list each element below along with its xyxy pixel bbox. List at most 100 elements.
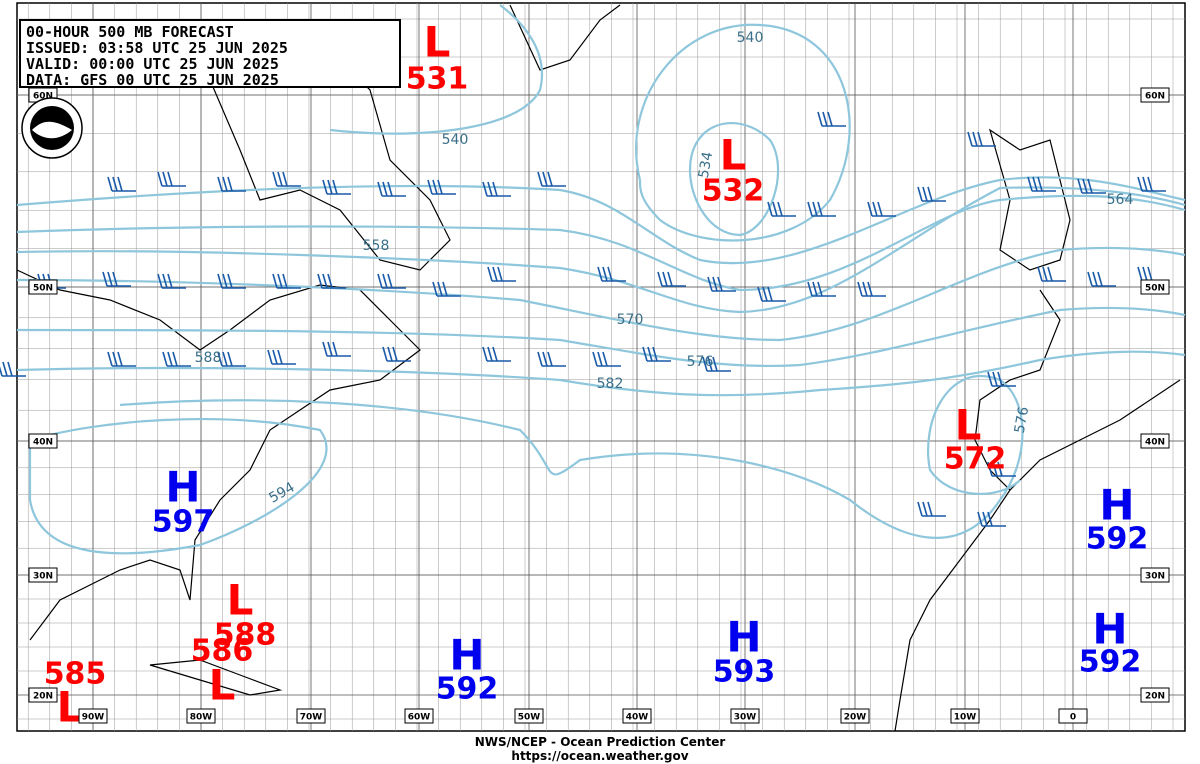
wind-barb-feather	[712, 356, 718, 372]
wind-barb-feather	[827, 111, 833, 127]
lon-label: 20W	[844, 713, 867, 723]
wind-barb-feather	[877, 201, 883, 217]
wind-barb-feather	[927, 501, 933, 517]
wind-barb-feather	[437, 179, 443, 195]
contour	[119, 374, 1024, 539]
wind-barb-feather	[1147, 176, 1153, 192]
lon-label-box	[296, 708, 326, 724]
lon-label-box	[622, 708, 652, 724]
wind-barb-feather	[817, 111, 823, 127]
wind-barb-feather	[1047, 266, 1053, 282]
contour	[16, 194, 1186, 292]
wind-barb-feather	[157, 273, 163, 289]
lon-label: 70W	[300, 713, 323, 723]
footer: NWS/NCEP - Ocean Prediction Centerhttps:…	[475, 735, 726, 763]
wind-barb-feather	[542, 171, 548, 187]
wind-barb-feather	[1142, 176, 1148, 192]
lon-label: 80W	[190, 713, 213, 723]
wind-barb-feather	[227, 351, 233, 367]
wind-barb-feather	[332, 179, 338, 195]
contour	[16, 306, 1186, 368]
center-value: 593	[713, 655, 776, 690]
lat-label-box	[28, 567, 58, 583]
wind-barb-feather	[807, 201, 813, 217]
lon-label: 50W	[518, 713, 541, 723]
wind-barb-feather	[927, 186, 933, 202]
contour	[329, 4, 543, 135]
wind-barb-feather	[922, 501, 928, 517]
center-letter: L	[955, 401, 982, 450]
wind-barb-feather	[432, 179, 438, 195]
wind-barb-feather	[222, 176, 228, 192]
wind-barb-feather	[822, 111, 828, 127]
coast-europe	[974, 128, 1181, 491]
coast-cuba	[149, 659, 283, 696]
wind-barb-feather	[967, 131, 973, 147]
wind-barb-feather	[867, 201, 873, 217]
wind-barb-feather	[987, 511, 993, 527]
wind-barb-feather	[597, 266, 603, 282]
header-line: 00-HOUR 500 MB FORECAST	[26, 23, 234, 41]
contour-label: 570	[617, 312, 644, 328]
wind-barb-feather	[322, 273, 328, 289]
wind-barb-feather	[277, 171, 283, 187]
wind-barb-feather	[387, 273, 393, 289]
center-letter: H	[449, 631, 484, 680]
center-letter: H	[1099, 481, 1134, 530]
center-letter: L	[720, 131, 747, 180]
wind-barb-feather	[872, 201, 878, 217]
wind-barb-feather	[112, 351, 118, 367]
lat-label-box	[1140, 87, 1170, 103]
wind-barb-feather	[1037, 266, 1043, 282]
wind-barb-feather	[652, 346, 658, 362]
wind-barb-feather	[987, 461, 993, 477]
wind-barb-feather	[322, 179, 328, 195]
lat-label-box	[1140, 433, 1170, 449]
lat-label: 20N	[33, 692, 53, 702]
center-value: 592	[436, 672, 499, 707]
wind-barb-feather	[382, 181, 388, 197]
contour	[16, 246, 1186, 342]
wind-barb-feather	[1077, 178, 1083, 194]
header-line: VALID: 00:00 UTC 25 JUN 2025	[26, 55, 279, 73]
wind-barb-feather	[772, 201, 778, 217]
graticule-labels: 60N 60N 50N 50N 40N 40N 30N 30N 20N 20N 90W 80W 70W 6…	[28, 87, 1170, 724]
footer-line: NWS/NCEP - Ocean Prediction Center	[475, 735, 726, 749]
wind-barb-feather	[382, 273, 388, 289]
wind-barb-feather	[432, 281, 438, 297]
wind-barb-feather	[327, 341, 333, 357]
wind-barb-feather	[767, 201, 773, 217]
wind-barb-feather	[812, 201, 818, 217]
wind-barb-feather	[817, 201, 823, 217]
wind-barb-feather	[227, 273, 233, 289]
wind-barb-feather	[982, 511, 988, 527]
wind-barb-feather	[107, 271, 113, 287]
wind-barb-feather	[1087, 271, 1093, 287]
wind-barb-feather	[492, 266, 498, 282]
wind-barb-feather	[442, 281, 448, 297]
contour-label: 588	[195, 350, 222, 366]
center-letter: L	[227, 576, 254, 625]
contour-label: 576	[687, 354, 714, 370]
wind-barb-feather	[217, 273, 223, 289]
wind-barb-feather	[117, 176, 123, 192]
wind-barb-feather	[322, 341, 328, 357]
wind-barb-feather	[662, 271, 668, 287]
lon-label-box	[404, 708, 434, 724]
wind-barb-feather	[712, 276, 718, 292]
wind-barb-feather	[317, 273, 323, 289]
wind-barb-feather	[1027, 176, 1033, 192]
wind-barb-feather	[997, 371, 1003, 387]
wind-barb-feather	[767, 286, 773, 302]
lat-label: 60N	[1145, 92, 1165, 102]
wind-barb-feather	[162, 171, 168, 187]
center-value: 597	[152, 505, 215, 540]
wind-barb-feather	[167, 351, 173, 367]
header-box	[19, 19, 401, 88]
wind-barb-feather	[542, 351, 548, 367]
contour-label: 576	[1012, 405, 1032, 434]
lon-label-box	[1058, 708, 1088, 724]
wind-barb-feather	[707, 276, 713, 292]
